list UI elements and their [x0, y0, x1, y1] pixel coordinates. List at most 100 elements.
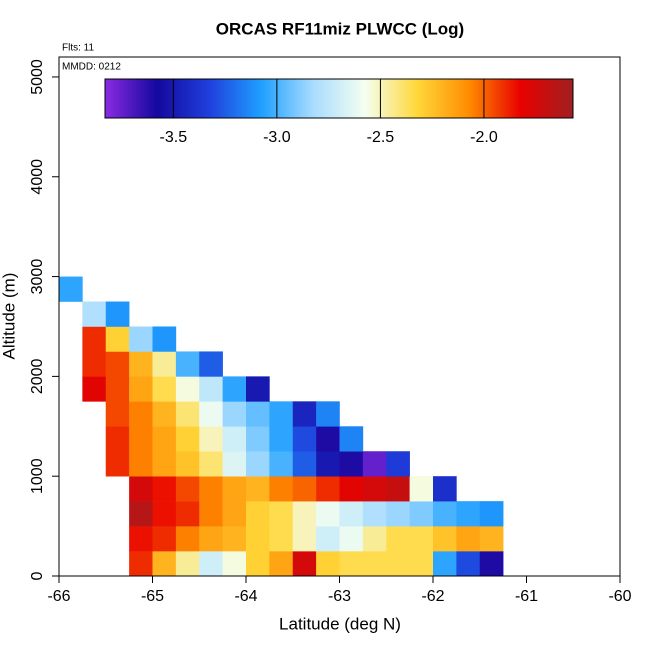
- heat-cell: [433, 501, 457, 527]
- heat-cell: [222, 501, 247, 527]
- x-axis-label: Latitude (deg N): [279, 614, 401, 633]
- heat-cell: [386, 451, 410, 477]
- heat-cell: [82, 326, 107, 352]
- heat-cell: [362, 476, 387, 502]
- heat-cell: [433, 551, 457, 577]
- heat-cell: [339, 551, 364, 577]
- heat-cell: [316, 551, 340, 577]
- colorbar-tick-label: -2.0: [470, 129, 498, 146]
- heat-cell: [222, 551, 247, 577]
- heat-cell: [269, 451, 294, 477]
- y-tick-label: 5000: [29, 59, 46, 95]
- heat-cell: [246, 426, 270, 452]
- annotation: MMDD: 0212: [62, 62, 121, 73]
- heat-cell: [129, 476, 153, 502]
- heat-cell: [362, 526, 387, 552]
- heat-cell: [129, 426, 153, 452]
- heat-cell: [456, 551, 481, 577]
- heat-cell: [456, 501, 481, 527]
- heat-cell: [292, 551, 317, 577]
- heat-cell: [316, 526, 340, 552]
- heat-cell: [152, 501, 177, 527]
- heat-cell: [199, 401, 223, 427]
- heat-cell: [246, 551, 270, 577]
- heat-cell: [409, 501, 434, 527]
- x-tick-label: -63: [328, 588, 351, 605]
- heat-cell: [222, 426, 247, 452]
- heat-cell: [129, 526, 153, 552]
- heat-cell: [316, 501, 340, 527]
- heat-cell: [409, 551, 434, 577]
- heat-cell: [409, 526, 434, 552]
- heat-cell: [386, 501, 410, 527]
- x-tick-label: -60: [608, 588, 631, 605]
- heat-cell: [199, 476, 223, 502]
- heat-cell: [409, 476, 434, 502]
- heat-cell: [152, 326, 177, 352]
- heat-cell: [339, 451, 364, 477]
- heat-cell: [199, 501, 223, 527]
- heat-cell: [175, 551, 200, 577]
- heat-cell: [129, 451, 153, 477]
- heat-cell: [362, 451, 387, 477]
- heat-cell: [246, 401, 270, 427]
- heat-cell: [222, 376, 247, 402]
- heat-cell: [269, 501, 294, 527]
- heat-cell: [362, 551, 387, 577]
- heat-cell: [105, 351, 130, 377]
- heat-cell: [479, 551, 504, 577]
- heat-cell: [105, 301, 130, 327]
- heat-cell: [152, 451, 177, 477]
- heat-cell: [105, 401, 130, 427]
- x-tick-label: -65: [141, 588, 164, 605]
- heat-cell: [479, 526, 504, 552]
- x-tick-label: -66: [47, 588, 70, 605]
- heat-cell: [82, 376, 107, 402]
- heat-cell: [152, 551, 177, 577]
- heat-cell: [292, 526, 317, 552]
- heat-cell: [199, 426, 223, 452]
- heat-cell: [129, 551, 153, 577]
- heat-cell: [152, 401, 177, 427]
- heat-cell: [479, 501, 504, 527]
- y-tick-label: 3000: [29, 259, 46, 295]
- x-tick-label: -61: [515, 588, 538, 605]
- heat-cell: [175, 501, 200, 527]
- y-axis-label: Altitude (m): [0, 273, 18, 360]
- heat-cell: [105, 326, 130, 352]
- colorbar-tick-label: -3.5: [160, 129, 188, 146]
- heat-cell: [362, 501, 387, 527]
- y-tick-label: 4000: [29, 159, 46, 195]
- heat-cell: [269, 526, 294, 552]
- heat-cell: [433, 476, 457, 502]
- heat-cell: [316, 476, 340, 502]
- heat-cell: [152, 476, 177, 502]
- x-tick-label: -62: [421, 588, 444, 605]
- heat-cell: [246, 376, 270, 402]
- heat-cell: [175, 451, 200, 477]
- heat-cell: [292, 476, 317, 502]
- heat-cell: [129, 401, 153, 427]
- heat-cell: [222, 401, 247, 427]
- heat-cell: [222, 526, 247, 552]
- heat-cell: [59, 276, 83, 302]
- colorbar: [104, 78, 574, 119]
- colorbar-tick-label: -2.5: [367, 129, 395, 146]
- heat-cell: [386, 551, 410, 577]
- heat-cell: [152, 376, 177, 402]
- heat-cell: [316, 426, 340, 452]
- heat-cell: [339, 501, 364, 527]
- colorbar-tick-label: -3.0: [263, 129, 291, 146]
- heat-cell: [175, 401, 200, 427]
- heat-cell: [129, 326, 153, 352]
- heat-cell: [175, 526, 200, 552]
- heat-cell: [386, 476, 410, 502]
- heat-cell: [105, 426, 130, 452]
- heat-cell: [199, 551, 223, 577]
- heat-cell: [269, 551, 294, 577]
- heat-cell: [269, 476, 294, 502]
- heat-cell: [433, 526, 457, 552]
- heat-cell: [246, 476, 270, 502]
- chart-title: ORCAS RF11miz PLWCC (Log): [216, 19, 464, 38]
